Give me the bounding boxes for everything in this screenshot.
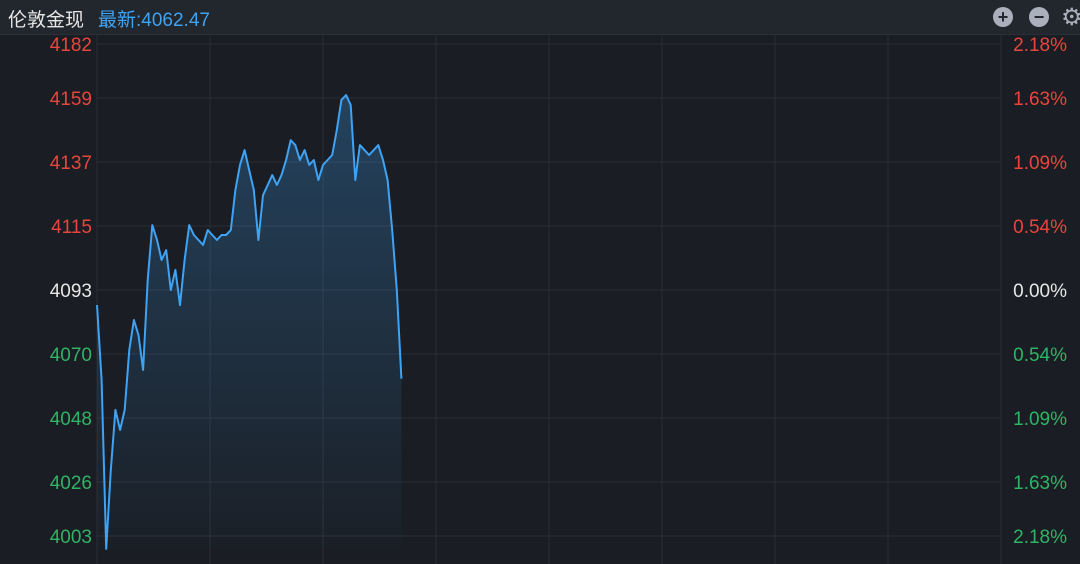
minus-circle-icon[interactable]: − — [1029, 7, 1049, 27]
left-tick-label: 4159 — [50, 89, 92, 110]
right-tick-label: 1.63% — [1013, 89, 1067, 110]
right-tick-label: 1.63% — [1013, 473, 1067, 494]
latest-price: 最新:4062.47 — [98, 10, 210, 31]
left-tick-label: 4003 — [50, 527, 92, 548]
right-tick-label: 2.18% — [1013, 527, 1067, 548]
left-tick-label: 4182 — [50, 35, 92, 56]
right-tick-label: 0.54% — [1013, 345, 1067, 366]
left-tick-label: 4137 — [50, 153, 92, 174]
left-tick-label: 4115 — [51, 217, 92, 238]
price-line — [96, 94, 403, 550]
right-tick-label: 0.00% — [1013, 281, 1067, 302]
left-tick-label: 4048 — [50, 409, 92, 430]
plus-circle-icon[interactable]: + — [993, 7, 1013, 27]
right-tick-label: 1.09% — [1013, 153, 1067, 174]
gear-icon[interactable]: ⚙ — [1061, 4, 1080, 31]
left-tick-label: 4026 — [50, 473, 92, 494]
price-area-fill — [97, 95, 402, 549]
right-tick-label: 2.18% — [1013, 35, 1067, 56]
left-tick-label: 4093 — [50, 281, 92, 302]
instrument-title: 伦敦金现 — [8, 10, 85, 31]
right-tick-label: 1.09% — [1013, 409, 1067, 430]
right-tick-label: 0.54% — [1013, 217, 1067, 238]
left-tick-label: 4070 — [50, 345, 92, 366]
chart-header: 伦敦金现 最新:4062.47 + − ⚙ — [0, 0, 1080, 35]
